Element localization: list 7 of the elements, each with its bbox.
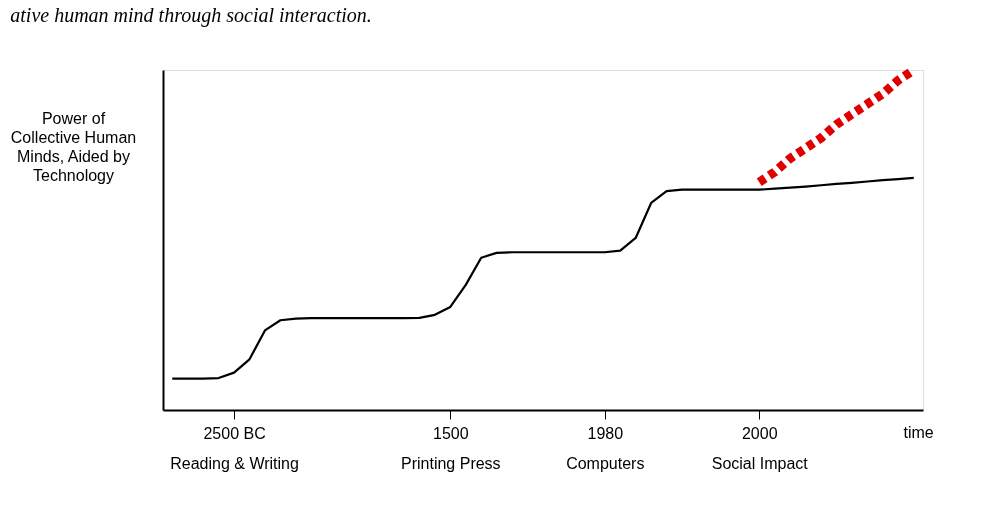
y-axis-title: Power of Collective Human Minds, Aided by Technology <box>10 109 137 184</box>
x-axis-title: time <box>903 423 934 441</box>
x-tick-label: 2500 BC Reading & Writing <box>170 424 299 472</box>
text: ative human mind through social interaction. <box>10 3 372 27</box>
x-tick-label: 1500 Printing Press <box>401 424 501 472</box>
x-tick-label: 2000 Social Impact <box>711 424 809 472</box>
x-tick-label: 1980 Computers <box>566 424 645 472</box>
